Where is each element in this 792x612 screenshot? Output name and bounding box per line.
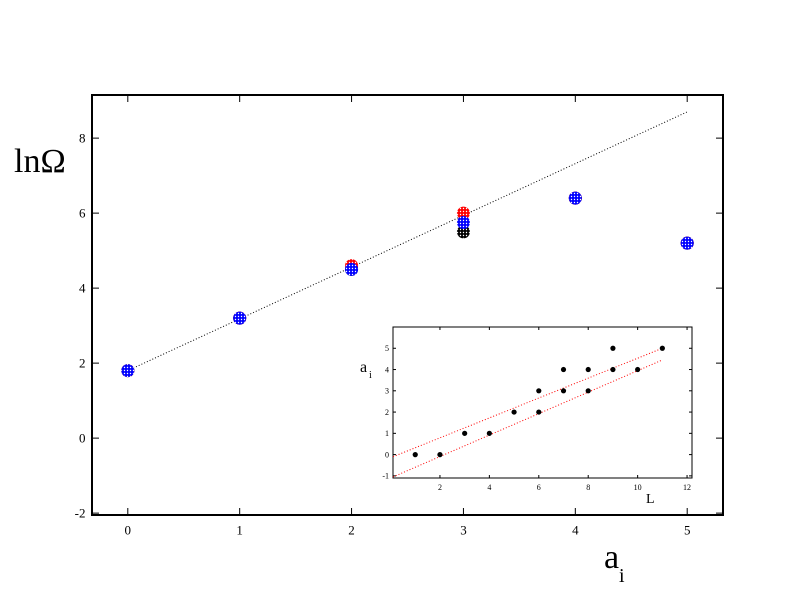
y-tick-label: 2: [79, 356, 86, 371]
point: [536, 409, 542, 415]
x-tick-label: 5: [684, 523, 691, 538]
x-tick-label: 3: [460, 523, 467, 538]
y-tick-label: 5: [385, 344, 389, 353]
point-texture: [680, 236, 694, 250]
point: [635, 366, 641, 373]
point-texture: [568, 191, 582, 205]
x-axis-label-subscript: i: [619, 565, 625, 587]
x-axis-label: L: [646, 492, 655, 507]
point-texture: [233, 311, 247, 325]
y-tick-label: -1: [382, 472, 389, 481]
y-tick-label: 8: [79, 131, 86, 146]
point: [659, 345, 665, 351]
y-tick-label: 0: [385, 450, 389, 459]
trend-line: [392, 359, 663, 478]
x-tick-label: 2: [438, 483, 442, 492]
y-tick-label: 4: [385, 365, 389, 374]
y-tick-label: 4: [79, 281, 86, 296]
point-texture: [456, 225, 470, 239]
y-tick-label: -2: [75, 506, 86, 521]
point: [560, 388, 567, 394]
y-tick-label: 2: [385, 408, 389, 417]
y-tick-label: 0: [79, 431, 86, 446]
x-tick-label: 6: [537, 483, 541, 492]
x-tick-label: 4: [572, 523, 579, 538]
plot-frame: [392, 326, 693, 479]
point-texture: [456, 206, 470, 220]
y-tick-label: 6: [79, 206, 86, 221]
trend-line: [392, 347, 663, 458]
y-axis-label: a: [360, 359, 367, 376]
x-tick-label: 1: [236, 523, 243, 538]
point: [560, 366, 567, 373]
x-tick-label: 4: [487, 483, 491, 492]
point: [511, 409, 517, 415]
point: [536, 388, 542, 394]
x-axis-label: a: [604, 539, 619, 576]
x-tick-label: 10: [634, 483, 642, 492]
point: [462, 430, 468, 436]
point-texture: [456, 216, 470, 229]
point: [412, 452, 418, 458]
point: [610, 345, 616, 351]
point: [585, 388, 591, 394]
y-tick-label: 1: [385, 429, 389, 438]
x-tick-label: 12: [683, 483, 691, 492]
y-axis-label: lnΩ: [14, 143, 66, 180]
x-tick-label: 0: [125, 523, 132, 538]
point: [585, 366, 591, 373]
point-texture: [121, 364, 135, 378]
point-texture: [345, 262, 359, 276]
trend-line: [127, 111, 688, 372]
point: [610, 366, 616, 373]
x-tick-label: 2: [348, 523, 355, 538]
y-axis-label-subscript: i: [369, 370, 372, 381]
point: [437, 452, 443, 458]
point: [486, 430, 492, 436]
y-tick-label: 3: [385, 387, 389, 396]
x-tick-label: 8: [586, 483, 590, 492]
